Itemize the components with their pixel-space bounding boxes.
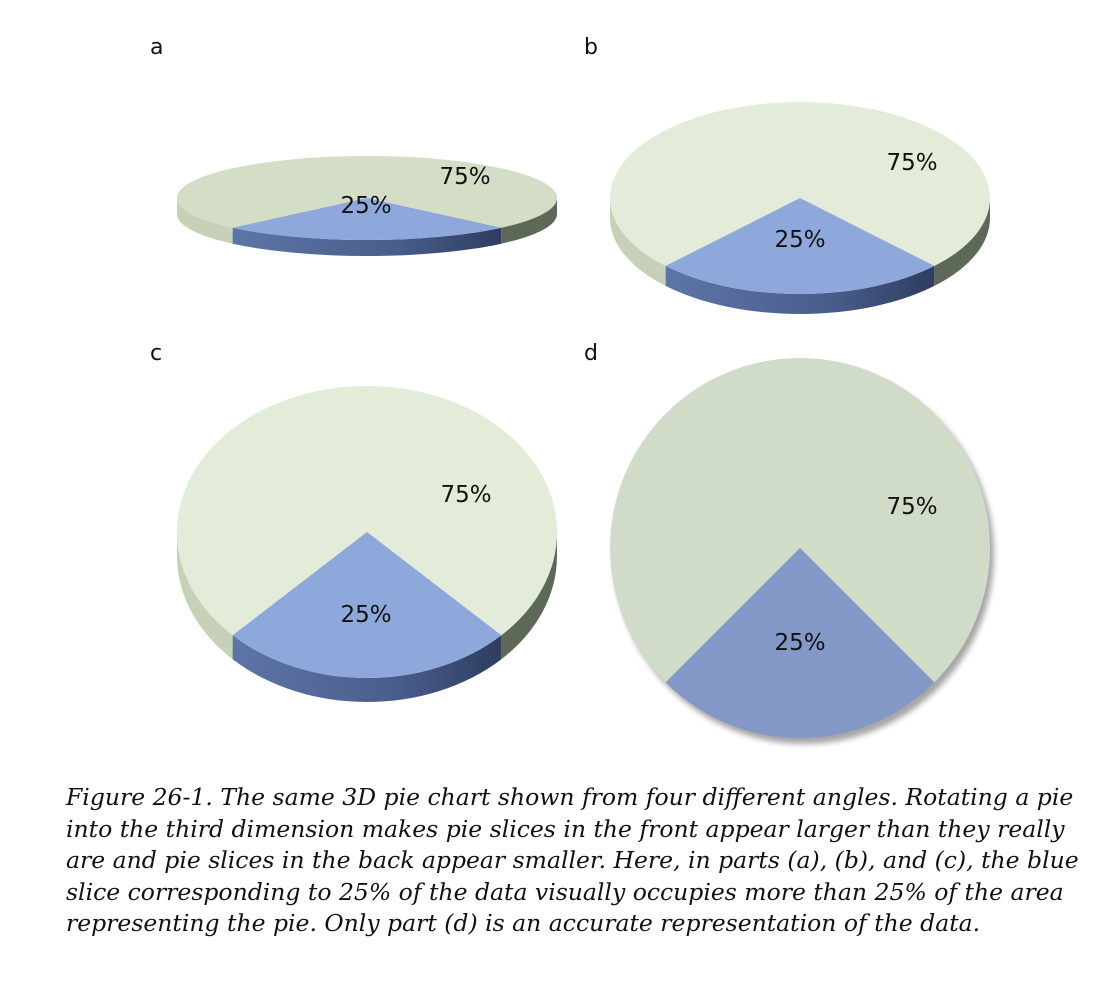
slice-25 xyxy=(232,198,502,240)
panel-letter: d xyxy=(584,341,598,366)
figure-caption: Figure 26-1. The same 3D pie chart shown… xyxy=(66,783,1079,937)
pie-panel-d: 25% 75% d xyxy=(584,341,994,744)
side-wall-75-left xyxy=(177,532,233,660)
slice-25 xyxy=(665,198,935,295)
panel-letter: b xyxy=(584,35,598,60)
slice-75 xyxy=(610,358,990,683)
slice-label-75: 75% xyxy=(440,482,491,508)
pie-chart-figure: 25% 75% a 25% 75% b 25% 75% c 25% 75% d xyxy=(150,35,994,744)
slice-25 xyxy=(232,532,502,678)
side-wall-25 xyxy=(232,635,502,702)
slice-label-25: 25% xyxy=(774,227,825,253)
slice-label-25: 25% xyxy=(340,602,391,628)
panel-letter: c xyxy=(150,341,162,366)
slice-25 xyxy=(665,548,935,739)
side-wall-25 xyxy=(232,227,502,256)
slice-75 xyxy=(177,156,558,228)
side-wall-75-right xyxy=(934,198,990,286)
side-wall-75-left xyxy=(177,198,233,244)
side-wall-75-right xyxy=(501,198,558,244)
slice-75 xyxy=(610,102,990,266)
slice-label-75: 75% xyxy=(439,164,490,190)
pie-panel-c: 25% 75% c xyxy=(150,341,558,702)
slice-75 xyxy=(177,386,558,636)
slice-label-75: 75% xyxy=(886,494,937,520)
slice-label-25: 25% xyxy=(340,193,391,219)
slice-label-25: 25% xyxy=(774,630,825,656)
slice-label-75: 75% xyxy=(886,150,937,176)
side-wall-75-left xyxy=(610,198,666,286)
pie-panel-b: 25% 75% b xyxy=(584,35,990,314)
pie-panel-a: 25% 75% a xyxy=(150,35,558,256)
panel-letter: a xyxy=(150,35,163,60)
side-wall-25 xyxy=(665,265,935,314)
side-wall-75-right xyxy=(501,532,558,660)
